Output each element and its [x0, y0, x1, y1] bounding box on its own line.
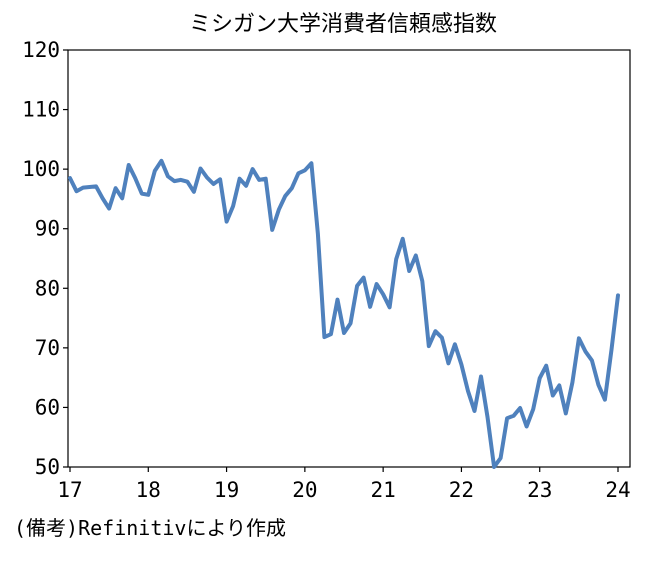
- source-note: (備考)Refinitivにより作成: [14, 516, 286, 540]
- y-tick-label: 100: [22, 157, 60, 181]
- y-tick-label: 90: [35, 217, 60, 241]
- x-tick-label: 22: [449, 478, 474, 502]
- series-line: [68, 158, 620, 469]
- y-tick-label: 110: [22, 98, 60, 122]
- x-tick-label: 21: [370, 478, 395, 502]
- x-tick-label: 18: [136, 478, 161, 502]
- y-tick-label: 50: [35, 455, 60, 479]
- x-tick-label: 19: [214, 478, 239, 502]
- y-axis-ticks: 120 110 100 90 80 70 60 50: [22, 38, 68, 479]
- plot-area-frame: [67, 49, 631, 468]
- x-tick-label: 17: [57, 478, 82, 502]
- series-layer: [68, 158, 620, 469]
- x-tick-label: 20: [292, 478, 317, 502]
- x-axis-ticks: 17 18 19 20 21 22 23 24: [57, 467, 631, 502]
- y-tick-label: 80: [35, 276, 60, 300]
- y-tick-label: 70: [35, 336, 60, 360]
- axes: [67, 49, 631, 468]
- chart-title: ミシガン大学消費者信頼感指数: [189, 12, 497, 37]
- y-tick-label: 60: [35, 395, 60, 419]
- x-tick-label: 23: [527, 478, 552, 502]
- x-tick-label: 24: [605, 478, 630, 502]
- y-tick-label: 120: [22, 38, 60, 62]
